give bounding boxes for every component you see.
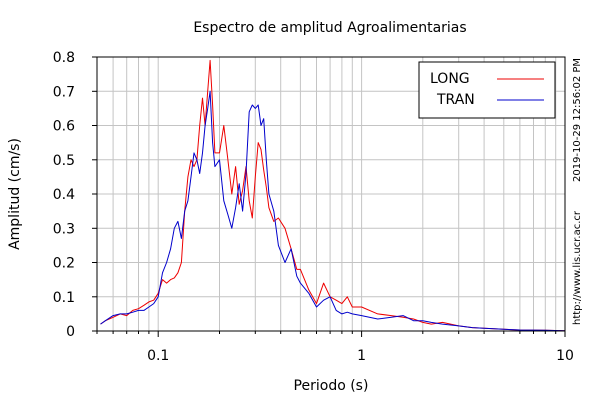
x-axis-label: Periodo (s) [294,378,369,394]
y-tick-label: 0.2 [53,256,75,272]
y-tick-label: 0.3 [53,221,75,237]
legend-label-tran: TRAN [436,92,475,108]
x-tick-label: 0.1 [147,348,169,364]
y-tick-label: 0.5 [53,153,75,169]
x-tick-label: 10 [556,348,574,364]
x-tick-label: 1 [357,348,366,364]
legend: LONG TRAN [418,61,556,119]
y-tick-label: 0.6 [53,119,75,135]
url-text: http://www.lis.ucr.ac.cr [572,210,583,325]
y-tick-label: 0.1 [53,290,75,306]
y-tick-label: 0.8 [53,50,75,66]
legend-box [418,61,556,119]
series-lines [100,59,566,332]
chart-title: Espectro de amplitud Agroalimentarias [193,20,466,36]
grid-lines [96,56,566,332]
y-axis-label: Amplitud (cm/s) [7,138,23,250]
series-line-tran [100,90,566,332]
axis-ticks: 0 0.1 0.2 0.3 0.4 0.5 0.6 0.7 0.8 0.1 1 10 [53,50,574,364]
series-line-long [100,59,566,332]
y-tick-label: 0.7 [53,84,75,100]
y-tick-label: 0.4 [53,187,75,203]
timestamp-text: 2019-10-29 12:56:02 PM [572,58,583,182]
y-tick-label: 0 [66,324,75,340]
legend-label-long: LONG [430,71,470,87]
